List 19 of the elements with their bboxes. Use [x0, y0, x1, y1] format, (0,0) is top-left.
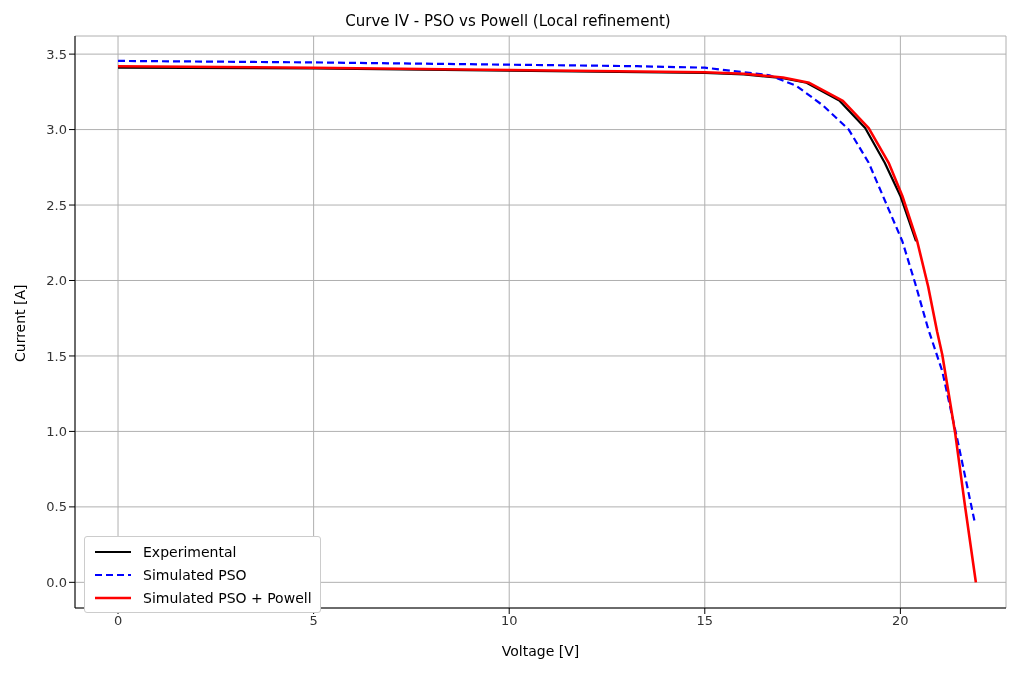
y-tick-label: 3.0	[46, 122, 67, 138]
y-tick-label: 2.0	[46, 273, 67, 289]
x-axis-title: Voltage [V]	[501, 643, 580, 659]
y-tick-label: 1.5	[46, 348, 67, 364]
legend-label: Simulated PSO + Powell	[143, 589, 312, 606]
y-tick-label: 2.5	[46, 197, 67, 213]
x-tick-label: 10	[500, 613, 518, 629]
x-tick-label: 15	[696, 613, 714, 629]
y-tick-label: 0.0	[46, 574, 67, 590]
y-axis-title: Current [A]	[11, 284, 28, 362]
chart-title: Curve IV - PSO vs Powell (Local refinement)	[344, 11, 672, 32]
x-tick-label: 0	[113, 613, 123, 629]
y-tick-label: 0.5	[46, 499, 67, 515]
x-tick-label: 5	[309, 613, 318, 629]
legend-label: Simulated PSO	[143, 566, 247, 583]
legend-label: Experimental	[143, 543, 237, 560]
y-tick-label: 3.5	[46, 46, 67, 62]
y-tick-label: 1.0	[46, 424, 67, 440]
x-tick-label: 20	[892, 613, 909, 629]
